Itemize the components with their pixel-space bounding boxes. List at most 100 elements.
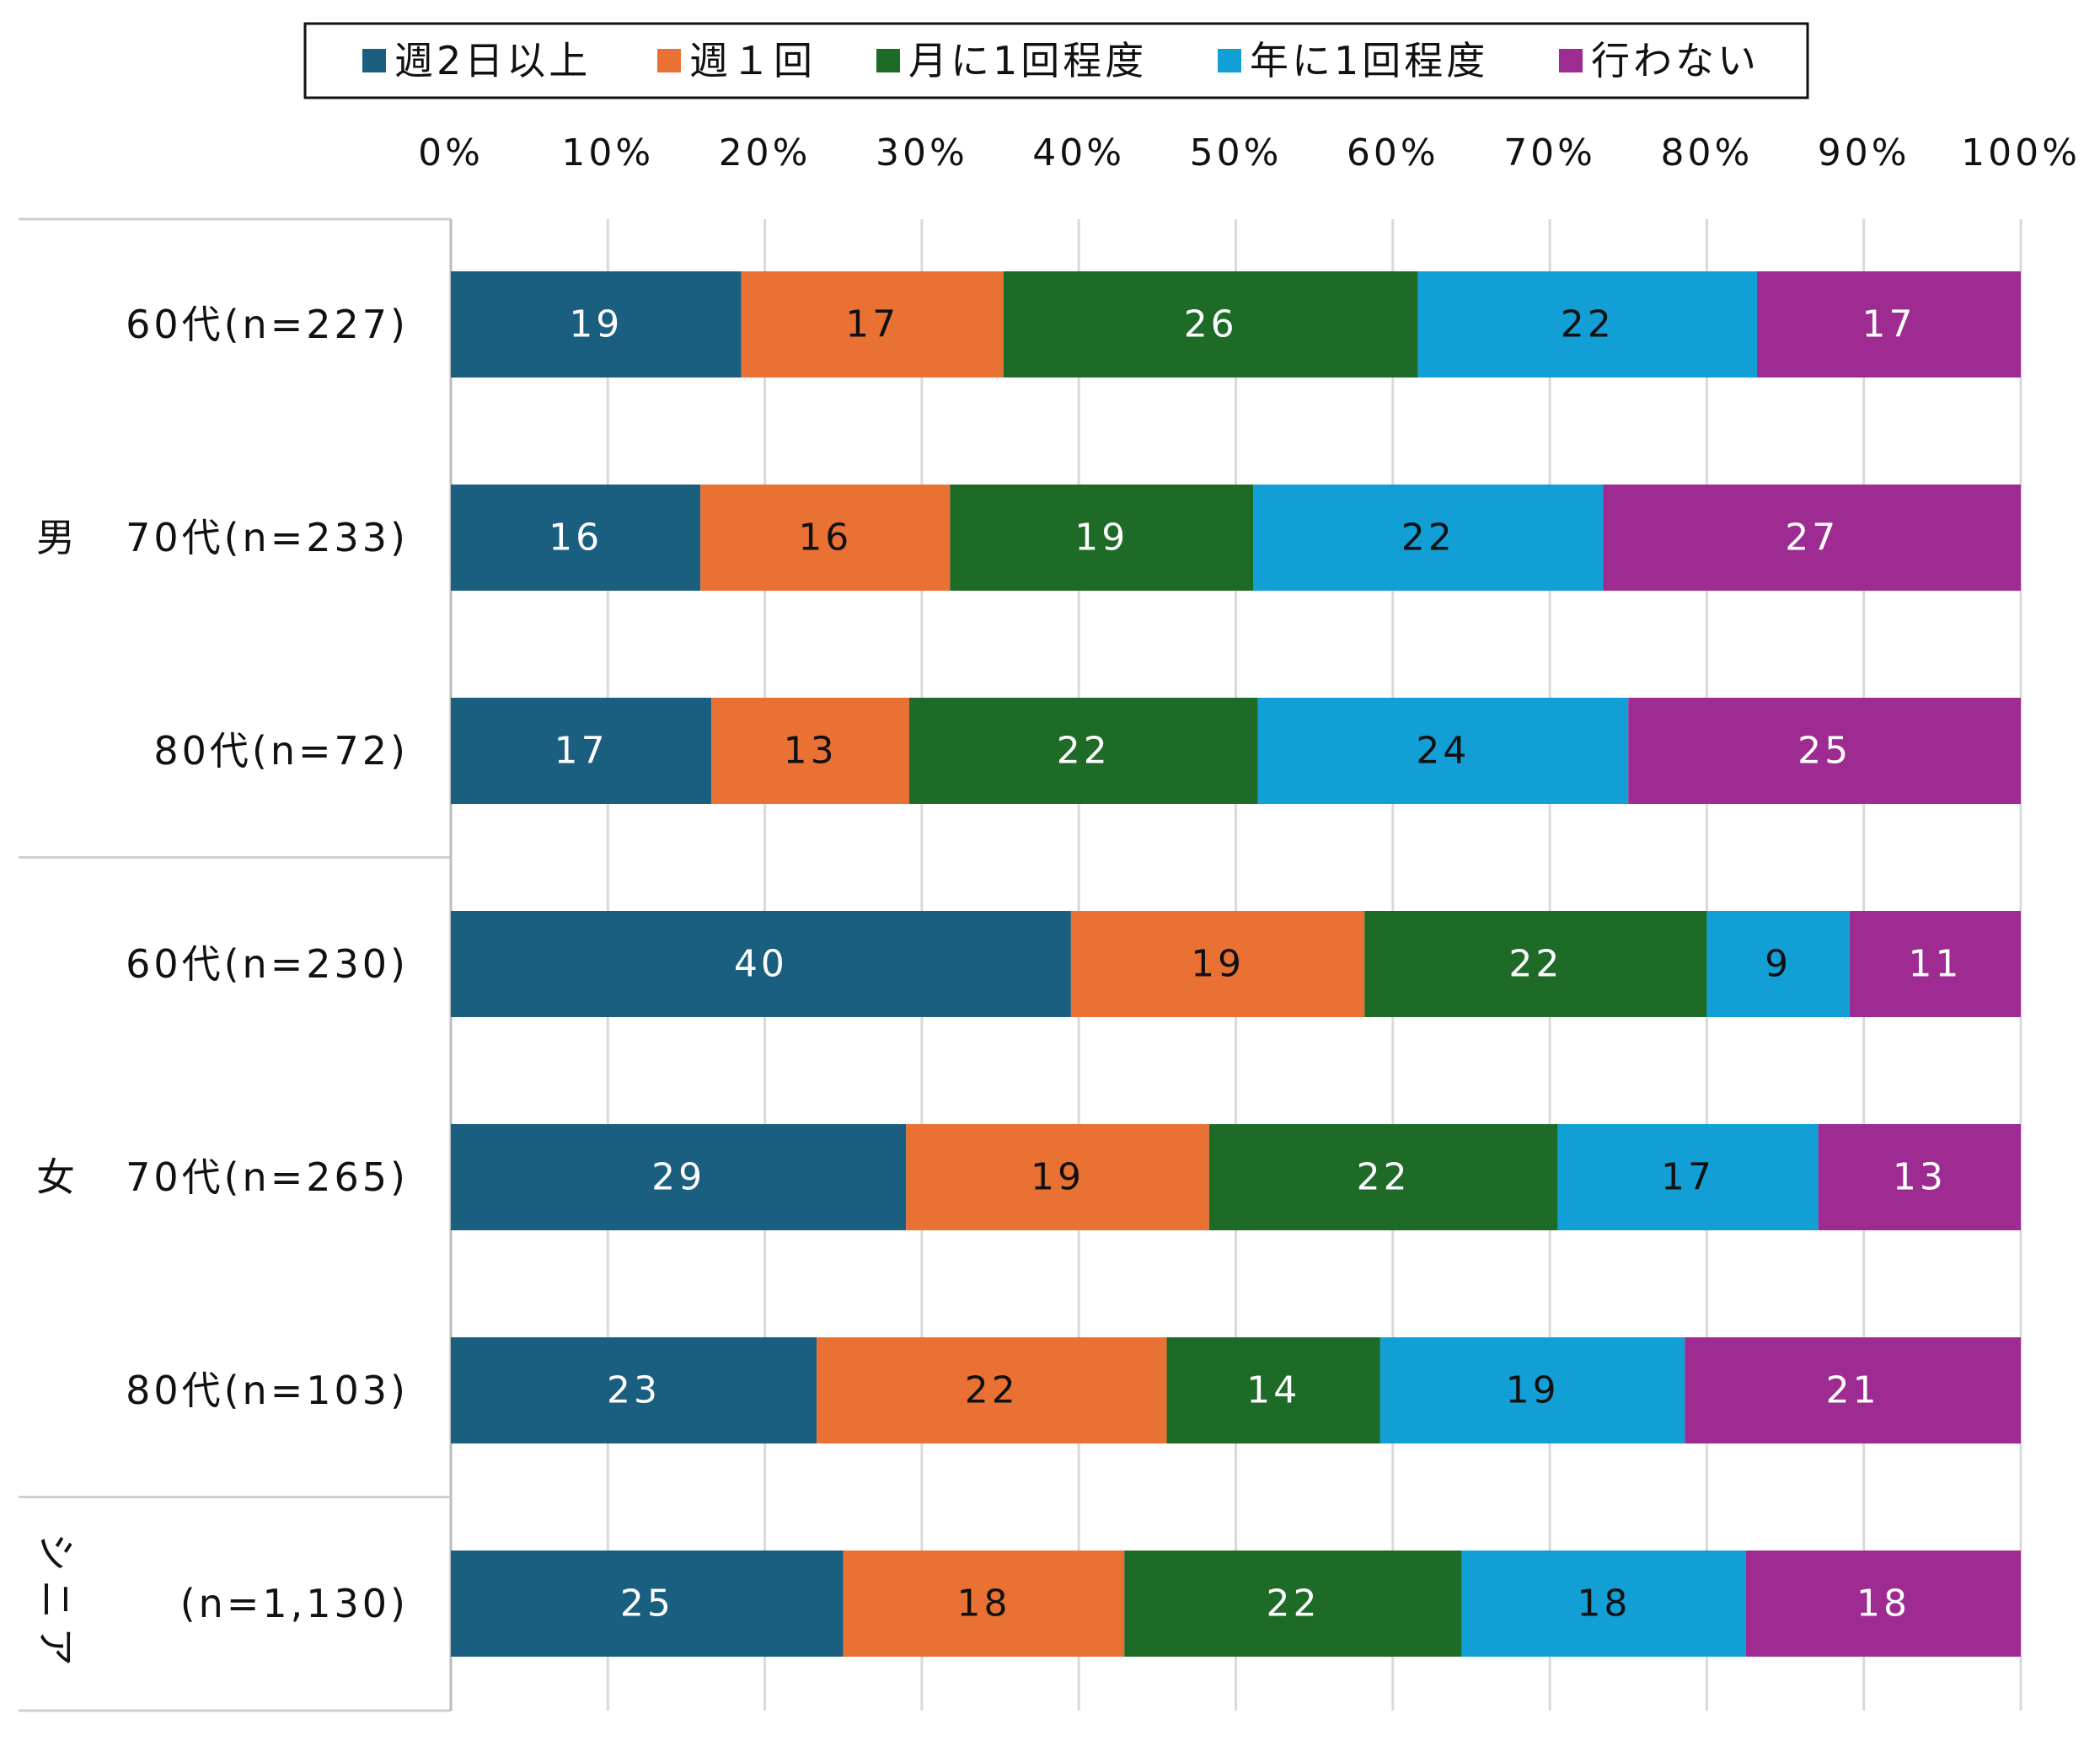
legend-swatch (362, 49, 386, 72)
category-label: 70代(n=265) (126, 1154, 409, 1200)
x-tick-label: 80% (1661, 131, 1754, 174)
bar-segment (1461, 1551, 1746, 1657)
data-label: 19 (1506, 1369, 1560, 1412)
bar-segment (451, 271, 742, 378)
x-tick-label: 100% (1961, 131, 2081, 174)
data-label: 19 (1074, 517, 1128, 560)
legend-entry: 週１回 (689, 38, 816, 83)
x-tick-label: 70% (1503, 131, 1596, 174)
bar-segment (451, 1124, 907, 1230)
data-label: 11 (1908, 943, 1962, 986)
bar-segment (1208, 1124, 1558, 1230)
bar-segment (1603, 485, 2021, 591)
category-label: 80代(n=72) (153, 728, 409, 774)
data-label: 40 (734, 943, 788, 986)
data-label: 22 (1266, 1583, 1320, 1625)
data-label: 22 (1508, 943, 1562, 986)
bar-segment (1628, 698, 2021, 804)
chart-legend: 週2日以上 週１回 月に1回程度 年に1回程度 行わない (303, 22, 1809, 99)
bar-segment (1070, 911, 1365, 1017)
x-tick-label: 10% (561, 131, 654, 174)
legend-entry: 週2日以上 (394, 38, 591, 83)
data-label: 19 (569, 303, 623, 346)
legend-entry: 年に1回程度 (1250, 38, 1488, 83)
bar-segment (1557, 1124, 1819, 1230)
data-label: 19 (1191, 943, 1245, 986)
chart-bars (451, 271, 2021, 1657)
data-label: 22 (965, 1369, 1019, 1412)
data-label: 25 (620, 1583, 674, 1625)
data-label: 23 (607, 1369, 661, 1412)
legend-swatch (1218, 49, 1241, 72)
bar-segment (1379, 1337, 1685, 1443)
group-label: 女 (36, 1154, 75, 1200)
data-label: 18 (956, 1583, 1010, 1625)
group-label: シニア (33, 1533, 78, 1674)
data-label: 27 (1785, 517, 1839, 560)
data-label: 22 (1057, 730, 1111, 773)
data-label: 26 (1184, 303, 1238, 346)
legend-entry: 月に1回程度 (908, 38, 1147, 83)
bar-segment (451, 1337, 817, 1443)
bar-segment (711, 698, 909, 804)
bar-segment (1252, 485, 1604, 591)
bar-segment (1745, 1551, 2021, 1657)
category-label: 80代(n=103) (126, 1368, 409, 1413)
data-label: 13 (784, 730, 838, 773)
x-tick-label: 40% (1032, 131, 1125, 174)
data-label: 17 (845, 303, 899, 346)
data-label: 22 (1561, 303, 1615, 346)
bar-segment (451, 911, 1071, 1017)
data-label: 16 (798, 517, 852, 560)
data-label: 24 (1416, 730, 1470, 773)
legend-swatch (876, 49, 900, 72)
data-label: 18 (1856, 1583, 1910, 1625)
bar-segment (1849, 911, 2021, 1017)
bar-segment (451, 1551, 844, 1657)
bar-segment (843, 1551, 1125, 1657)
bar-segment (1166, 1337, 1380, 1443)
bar-segment (451, 698, 712, 804)
category-label: (n=1,130) (180, 1581, 409, 1626)
bar-segment (1364, 911, 1707, 1017)
x-tick-label: 0% (418, 131, 484, 174)
bar-segment (741, 271, 1004, 378)
bar-segment (1003, 271, 1418, 378)
bar-segment (1685, 1337, 2021, 1443)
x-tick-label: 90% (1818, 131, 1910, 174)
data-label: 9 (1765, 943, 1792, 986)
x-tick-label: 50% (1190, 131, 1283, 174)
group-label: 男 (36, 515, 75, 560)
bar-segment (700, 485, 951, 591)
data-label: 14 (1246, 1369, 1300, 1412)
bar-segment (1257, 698, 1629, 804)
legend-swatch (1559, 49, 1583, 72)
data-label: 22 (1401, 517, 1455, 560)
legend-box (303, 22, 1809, 99)
bar-segment (451, 485, 701, 591)
data-label: 22 (1357, 1156, 1411, 1199)
bar-segment (950, 485, 1253, 591)
bar-segment (908, 698, 1258, 804)
x-tick-label: 20% (719, 131, 812, 174)
data-label: 18 (1577, 1583, 1631, 1625)
bar-segment (906, 1124, 1209, 1230)
chart-frame (19, 217, 451, 1712)
bar-segment (1124, 1551, 1462, 1657)
category-label: 60代(n=230) (126, 941, 409, 987)
data-label: 29 (651, 1156, 705, 1199)
data-label: 19 (1031, 1156, 1085, 1199)
data-label: 21 (1826, 1369, 1880, 1412)
bar-segment (1706, 911, 1850, 1017)
legend-swatch (657, 49, 681, 72)
bar-segment (1757, 271, 2021, 378)
category-label: 70代(n=233) (126, 515, 409, 560)
data-label: 13 (1893, 1156, 1947, 1199)
x-tick-label: 30% (876, 131, 968, 174)
bar-segment (1818, 1124, 2021, 1230)
category-label: 60代(n=227) (126, 302, 409, 347)
x-tick-label: 60% (1347, 131, 1439, 174)
